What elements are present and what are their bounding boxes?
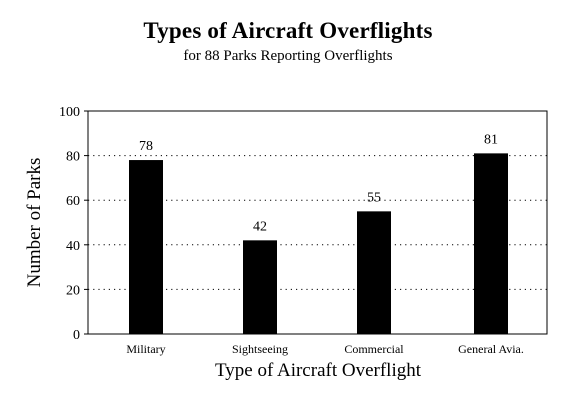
data-label: 81 [484,132,498,147]
chart-subtitle: for 88 Parks Reporting Overflights [183,48,393,64]
bar-military [129,160,163,334]
y-axis-title: Number of Parks [24,158,45,288]
y-tick-label: 80 [66,150,80,165]
bar-commercial [357,211,391,334]
x-tick-label: Sightseeing [232,342,288,356]
plot-area-frame [87,110,548,335]
y-tick-label: 100 [59,105,80,120]
x-axis-title: Type of Aircraft Overflight [215,360,422,381]
y-tick-label: 40 [66,239,80,254]
chart-title: Types of Aircraft Overflights [143,18,433,43]
x-tick-label: Military [126,342,165,356]
y-tick-label: 60 [66,194,80,209]
bar-sightseeing [243,240,277,334]
bar-general-avia [474,153,508,334]
x-tick-label: Commercial [344,342,404,356]
y-tick-label: 0 [73,328,80,343]
x-tick-label: General Avia. [458,342,524,356]
data-label: 78 [139,139,153,154]
y-tick-label: 20 [66,283,80,298]
data-label: 55 [367,190,381,205]
data-label: 42 [253,219,267,234]
